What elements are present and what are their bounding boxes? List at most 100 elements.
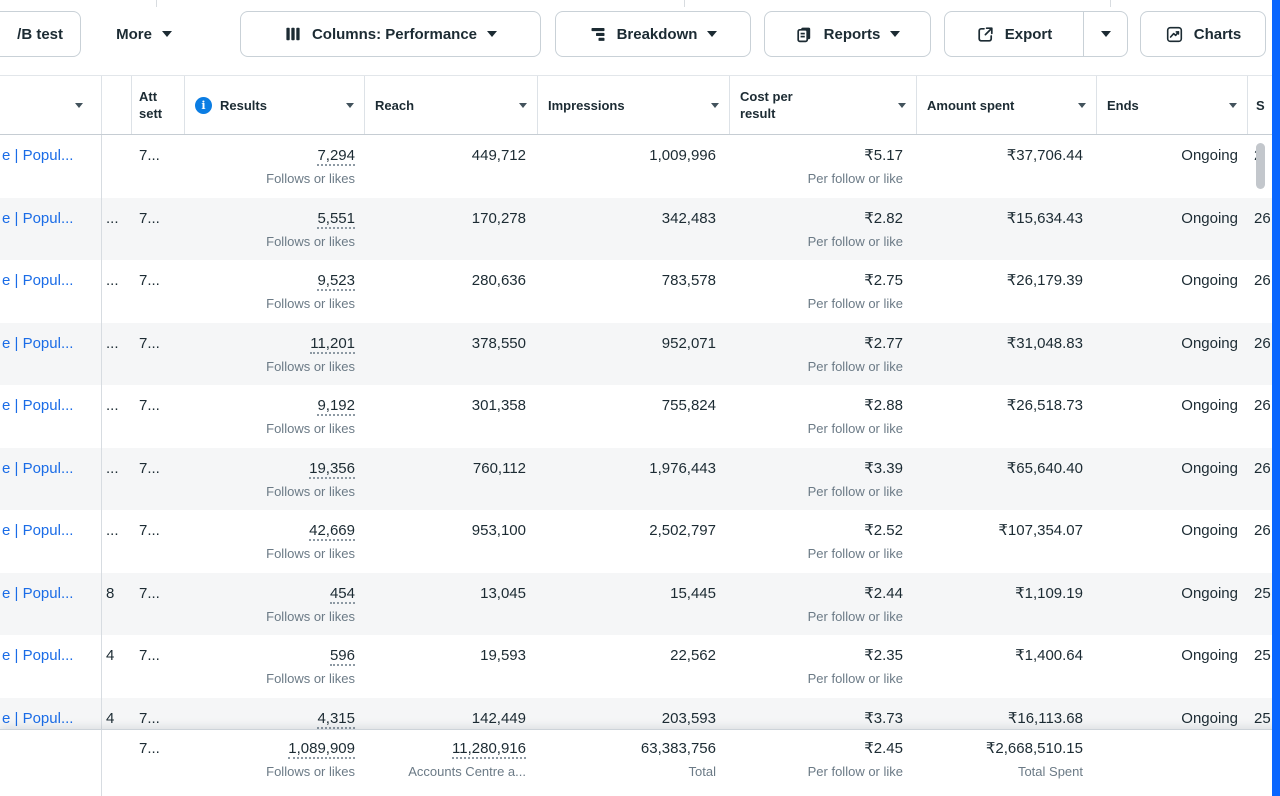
ends-cell: Ongoing [1181,459,1238,477]
breakdown-icon [591,28,605,41]
ends-header-label: Ends [1107,97,1139,113]
results-cell: 4,315 Follows or likes [185,698,365,730]
cost-per-result-cell: ₹2.35 Per follow or like [730,635,917,698]
chevron-down-icon [711,102,719,108]
export-label: Export [1004,25,1053,43]
campaign-name-link[interactable]: e | Popul... [0,447,102,510]
campaign-name-link[interactable]: e | Popul... [0,635,102,698]
totals-cost-sub: Per follow or like [807,764,903,779]
column-header-cost-per-result[interactable]: Cost per result [730,76,917,134]
results-sub-label: Follows or likes [266,671,355,686]
amount-spent-cell: ₹15,634.43 [1006,209,1083,227]
totals-cost-value: ₹2.45 [864,740,903,757]
attribution-setting-cell: 7... [139,334,160,352]
table-row: e | Popul... ... 7... 9,523 Follows or l… [0,260,1280,323]
column-header-reach[interactable]: Reach [365,76,538,134]
amount-spent-cell: ₹26,179.39 [1006,272,1083,289]
reports-button[interactable]: Reports [764,11,931,57]
more-button[interactable]: More [94,11,194,57]
amount-spent-cell: ₹65,640.40 [1006,459,1083,477]
attribution-setting-cell: 7... [139,522,160,539]
totals-impressions-cell: 63,383,756 Total [538,730,730,796]
cost-per-result-value: ₹2.77 [864,334,903,352]
attribution-setting-cell: 7... [139,272,160,289]
chevron-down-icon [487,31,498,37]
truncated-cell: ... [106,209,119,227]
columns-button[interactable]: Columns: Performance [240,11,541,57]
reach-cell: 13,045 [480,584,526,602]
export-button[interactable]: Export [945,12,1083,56]
attribution-setting-cell: 7... [139,209,160,227]
column-header-results[interactable]: i Results [185,76,365,134]
results-value: 19,356 [309,459,355,479]
starts-header-label: S [1256,97,1265,113]
table-row: e | Popul... 4 7... 596 Follows or likes… [0,635,1280,698]
table-header-row: Att sett i Results Reach Impressions Cos… [0,75,1280,135]
right-edge-accent-strip [1272,0,1280,796]
reach-cell: 170,278 [471,209,526,227]
campaign-name-link[interactable]: e | Popul... [0,322,102,385]
column-header-name[interactable] [0,76,102,134]
cost-sub-label: Per follow or like [807,233,903,249]
table-row: e | Popul... ... 7... 5,551 Follows or l… [0,197,1280,261]
truncated-cell [102,135,132,198]
charts-button[interactable]: Charts [1140,11,1266,57]
start-date-cell: 26 [1254,272,1271,289]
column-header-attribution-setting[interactable]: Att sett [132,76,185,134]
breakdown-button[interactable]: Breakdown [555,11,751,57]
results-value: 42,669 [309,522,355,541]
reach-cell: 19,593 [480,647,526,664]
results-cell: 42,669 Follows or likes [185,510,365,573]
toolbar: /B test More Columns: Performance Breakd… [0,0,1280,70]
column-header-ends[interactable]: Ends [1097,76,1248,134]
campaign-name-link[interactable]: e | Popul... [0,510,102,573]
results-sub-label: Follows or likes [266,483,355,499]
totals-name-cell [0,730,102,796]
cost-per-result-value: ₹2.75 [864,272,903,289]
results-value: 596 [329,647,355,666]
totals-spent-sub: Total Spent [1017,764,1083,779]
totals-row: 7... 1,089,909 Follows or likes 11,280,9… [0,729,1280,796]
impressions-cell: 1,976,443 [649,459,716,477]
results-value: 9,523 [317,272,355,291]
campaign-name-link[interactable]: e | Popul... [0,697,102,729]
results-sub-label: Follows or likes [266,233,355,249]
start-date-cell: 26 [1254,209,1271,227]
column-header-truncated[interactable] [102,76,132,134]
vertical-scrollbar-thumb[interactable] [1256,143,1265,189]
campaign-name-link[interactable]: e | Popul... [0,135,102,198]
ends-cell: Ongoing [1181,397,1238,414]
campaign-name-link[interactable]: e | Popul... [0,572,102,635]
column-header-impressions[interactable]: Impressions [538,76,730,134]
cost-per-result-cell: ₹2.75 Per follow or like [730,260,917,323]
attribution-header-line1: Att [139,89,158,104]
results-value: 11,201 [310,334,355,354]
cost-sub-label: Per follow or like [807,671,903,686]
campaign-name-link[interactable]: e | Popul... [0,385,102,448]
columns-icon [286,27,300,41]
column-header-starts[interactable]: S [1248,76,1280,134]
reach-cell: 953,100 [471,522,526,539]
amount-spent-cell: ₹26,518.73 [1006,397,1083,414]
truncated-cell: 4 [106,709,115,727]
reach-cell: 301,358 [471,397,526,414]
chevron-down-icon [890,31,901,37]
cost-per-result-cell: ₹2.52 Per follow or like [730,510,917,573]
table-row: e | Popul... 8 7... 454 Follows or likes… [0,572,1280,635]
divider-tick [684,0,685,7]
totals-reach-cell: 11,280,916 Accounts Centre a... [365,730,538,796]
truncated-cell: 4 [106,647,115,664]
cost-sub-label: Per follow or like [807,358,903,374]
export-icon [978,26,993,42]
attribution-setting-cell: 7... [139,709,160,727]
campaign-name-link[interactable]: e | Popul... [0,197,102,260]
reports-label: Reports [823,25,881,43]
column-header-amount-spent[interactable]: Amount spent [917,76,1097,134]
campaign-name-link[interactable]: e | Popul... [0,260,102,323]
results-cell: 9,523 Follows or likes [185,260,365,323]
info-icon[interactable]: i [195,96,212,114]
cost-per-result-cell: ₹2.82 Per follow or like [730,198,917,261]
ab-test-button[interactable]: /B test [0,11,81,57]
ends-cell: Ongoing [1181,209,1238,227]
export-dropdown-button[interactable] [1084,12,1127,56]
